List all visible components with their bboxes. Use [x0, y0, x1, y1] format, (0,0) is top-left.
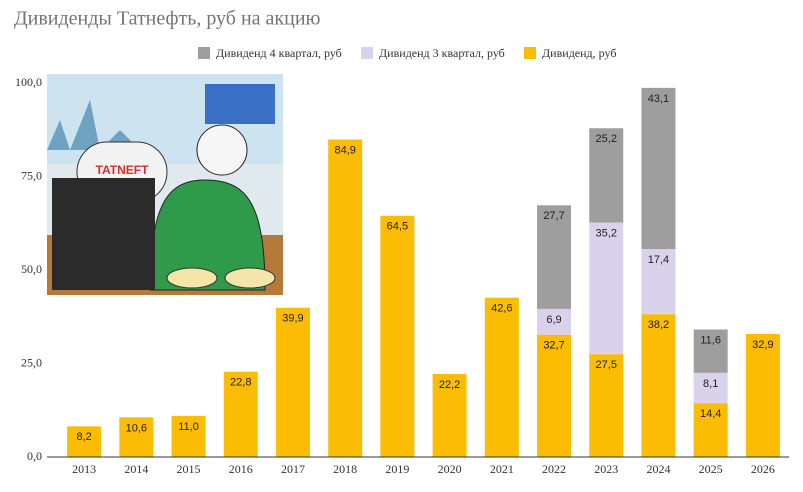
value-label: 14,4	[700, 408, 721, 420]
bar	[589, 128, 624, 223]
x-tick-label: 2025	[699, 462, 723, 476]
x-tick-label: 2014	[124, 462, 148, 476]
image-plate	[224, 267, 276, 289]
x-tick-label: 2013	[72, 462, 96, 476]
bar	[328, 139, 363, 457]
image-logo: TATNEFT	[96, 163, 150, 177]
value-label: 22,8	[230, 377, 251, 389]
image-monitor	[52, 178, 155, 290]
bar	[693, 403, 728, 457]
image-skyline	[47, 100, 140, 150]
value-label: 39,9	[282, 313, 303, 325]
value-label: 17,4	[648, 254, 669, 266]
x-tick-label: 2024	[646, 462, 670, 476]
bar	[641, 87, 676, 250]
bar	[432, 373, 467, 457]
image-truck	[205, 84, 275, 124]
value-label: 32,7	[543, 340, 564, 352]
bar	[380, 215, 415, 457]
x-tick-label: 2018	[333, 462, 357, 476]
y-tick-label: 25,0	[21, 355, 42, 369]
image-plate	[166, 267, 218, 289]
legend-label: Дивиденд 4 квартал, руб	[216, 46, 342, 60]
value-label: 25,2	[596, 133, 617, 145]
x-tick-label: 2015	[177, 462, 201, 476]
illustration: TATNEFT	[47, 74, 283, 295]
bar	[537, 308, 572, 335]
legend-swatch	[198, 47, 210, 59]
bar	[641, 314, 676, 457]
value-label: 35,2	[596, 227, 617, 239]
bar	[171, 415, 206, 457]
value-label: 38,2	[648, 319, 669, 331]
legend-label: Дивиденд, руб	[542, 46, 616, 60]
value-label: 8,1	[703, 378, 718, 390]
bar	[693, 372, 728, 404]
y-tick-label: 0,0	[27, 449, 42, 463]
value-label: 64,5	[387, 221, 408, 233]
bar	[67, 426, 102, 457]
x-tick-label: 2020	[438, 462, 462, 476]
value-label: 22,2	[439, 379, 460, 391]
value-label: 42,6	[491, 303, 512, 315]
x-tick-label: 2019	[385, 462, 409, 476]
value-label: 27,5	[596, 359, 617, 371]
bar	[484, 297, 519, 457]
value-label: 6,9	[546, 314, 561, 326]
value-label: 10,6	[126, 422, 147, 434]
bar	[589, 222, 624, 355]
value-label: 84,9	[334, 144, 355, 156]
bar	[275, 307, 310, 457]
legend-swatch	[361, 47, 373, 59]
x-tick-label: 2023	[594, 462, 618, 476]
x-tick-label: 2022	[542, 462, 566, 476]
x-tick-label: 2016	[229, 462, 253, 476]
y-tick-label: 75,0	[21, 168, 42, 182]
bar	[589, 354, 624, 457]
y-tick-label: 100,0	[15, 75, 42, 89]
x-tick-label: 2026	[751, 462, 775, 476]
bar	[537, 334, 572, 457]
legend-swatch	[524, 47, 536, 59]
value-label: 43,1	[648, 93, 669, 105]
image-person	[149, 179, 266, 291]
bar	[745, 333, 780, 457]
value-label: 32,9	[752, 339, 773, 351]
image-head	[196, 124, 248, 176]
y-tick-label: 50,0	[21, 262, 42, 276]
legend-label: Дивиденд 3 квартал, руб	[379, 46, 505, 60]
x-tick-label: 2021	[490, 462, 514, 476]
value-label: 11,0	[178, 421, 199, 433]
bar	[223, 371, 258, 457]
value-label: 11,6	[700, 334, 721, 346]
value-label: 27,7	[543, 210, 564, 222]
bar	[641, 249, 676, 315]
value-label: 8,2	[76, 431, 91, 443]
x-tick-label: 2017	[281, 462, 305, 476]
bar	[537, 205, 572, 309]
bar	[693, 329, 728, 373]
chart-title: Дивиденды Татнефть, руб на акцию	[14, 8, 321, 30]
bars	[67, 87, 780, 457]
bar	[119, 417, 154, 457]
